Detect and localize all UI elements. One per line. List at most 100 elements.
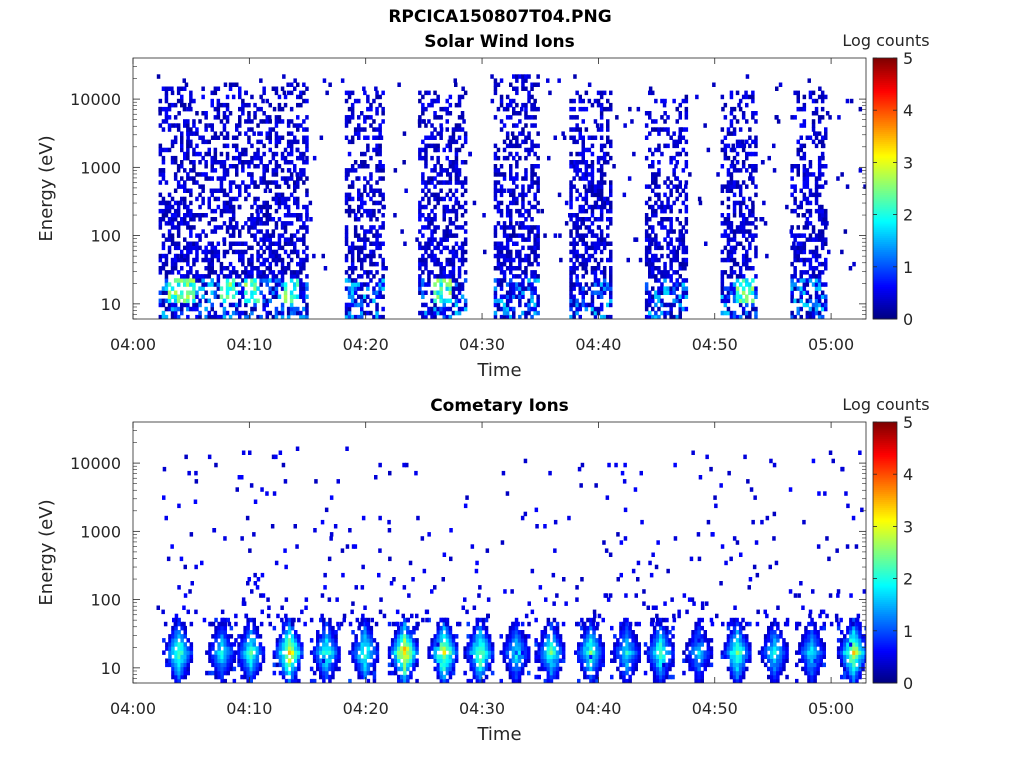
count-cell xyxy=(663,98,667,104)
count-cell xyxy=(723,147,728,153)
count-cell xyxy=(536,229,540,234)
count-cell xyxy=(286,139,291,145)
count-cell xyxy=(433,666,437,672)
count-cell xyxy=(357,658,361,663)
count-cell xyxy=(255,662,260,668)
count-cell xyxy=(274,123,279,128)
count-cell xyxy=(180,139,184,145)
count-cell xyxy=(334,650,338,655)
count-cell xyxy=(284,634,289,639)
count-cell xyxy=(651,151,655,157)
count-cell xyxy=(237,642,241,647)
count-cell xyxy=(454,282,459,287)
count-cell xyxy=(277,257,282,263)
count-cell xyxy=(235,184,239,189)
count-cell xyxy=(521,102,525,108)
count-cell xyxy=(228,261,233,267)
count-cell xyxy=(284,666,289,672)
count-cell xyxy=(312,646,317,651)
count-cell xyxy=(754,249,758,255)
count-cell xyxy=(439,630,444,635)
count-cell xyxy=(232,666,237,672)
count-cell xyxy=(174,666,178,672)
count-cell xyxy=(606,119,610,124)
count-cell xyxy=(250,119,254,124)
count-cell xyxy=(412,650,416,655)
count-cell xyxy=(167,306,172,312)
count-cell xyxy=(274,164,279,169)
count-cell xyxy=(183,278,187,283)
count-cell xyxy=(575,298,579,304)
count-cell xyxy=(344,168,349,173)
count-cell xyxy=(354,642,358,647)
count-cell xyxy=(572,270,576,275)
count-cell xyxy=(684,286,689,291)
count-cell xyxy=(805,282,810,287)
count-cell xyxy=(518,282,522,287)
count-cell xyxy=(751,213,755,218)
count-cell xyxy=(213,270,218,275)
count-cell xyxy=(569,249,573,255)
count-cell xyxy=(424,135,428,140)
count-cell xyxy=(369,257,373,263)
count-cell xyxy=(183,221,187,226)
count-cell xyxy=(609,200,613,206)
count-cell xyxy=(820,208,825,214)
count-cell xyxy=(590,241,595,246)
count-cell xyxy=(173,208,178,214)
count-cell xyxy=(305,155,309,161)
count-cell xyxy=(741,229,746,234)
count-cell xyxy=(745,278,749,283)
count-cell xyxy=(654,274,658,279)
colorbar-step xyxy=(873,314,897,318)
count-cell xyxy=(189,270,193,275)
count-cell xyxy=(274,314,279,319)
count-cell xyxy=(366,634,371,639)
count-cell xyxy=(796,106,800,112)
count-cell xyxy=(533,123,537,128)
count-cell xyxy=(817,229,822,234)
count-cell xyxy=(448,314,453,319)
count-cell xyxy=(173,261,178,267)
count-cell xyxy=(439,298,443,304)
count-cell xyxy=(244,151,248,157)
count-cell xyxy=(448,625,453,631)
count-cell xyxy=(189,233,193,238)
count-cell xyxy=(569,204,573,210)
count-cell xyxy=(296,127,300,132)
count-cell xyxy=(660,98,664,104)
count-cell xyxy=(375,314,379,319)
count-cell xyxy=(294,642,298,647)
count-cell xyxy=(378,127,382,132)
count-cell xyxy=(180,625,184,631)
count-cell xyxy=(606,314,610,319)
count-cell xyxy=(684,294,689,299)
count-cell xyxy=(281,646,286,651)
count-cell xyxy=(527,233,531,238)
count-cell xyxy=(378,176,382,181)
count-cell xyxy=(275,654,280,659)
count-cell xyxy=(448,638,453,643)
count-cell xyxy=(602,151,607,157)
count-cell xyxy=(644,111,649,116)
count-cell xyxy=(225,286,230,291)
count-cell xyxy=(201,188,205,193)
count-cell xyxy=(820,217,825,222)
count-cell xyxy=(158,266,163,271)
count-cell xyxy=(347,294,352,299)
count-cell xyxy=(505,310,510,316)
count-cell xyxy=(170,160,175,165)
count-cell xyxy=(387,621,392,627)
colorbar-step xyxy=(873,78,897,81)
count-cell xyxy=(186,151,190,157)
count-cell xyxy=(606,217,610,222)
count-cell xyxy=(493,204,498,210)
count-cell xyxy=(741,278,746,283)
count-cell xyxy=(250,155,254,161)
count-cell xyxy=(433,298,437,304)
count-cell xyxy=(669,257,673,263)
count-cell xyxy=(533,115,537,120)
count-cell xyxy=(325,621,329,627)
colorbar-step xyxy=(873,174,897,177)
count-cell xyxy=(183,155,187,161)
